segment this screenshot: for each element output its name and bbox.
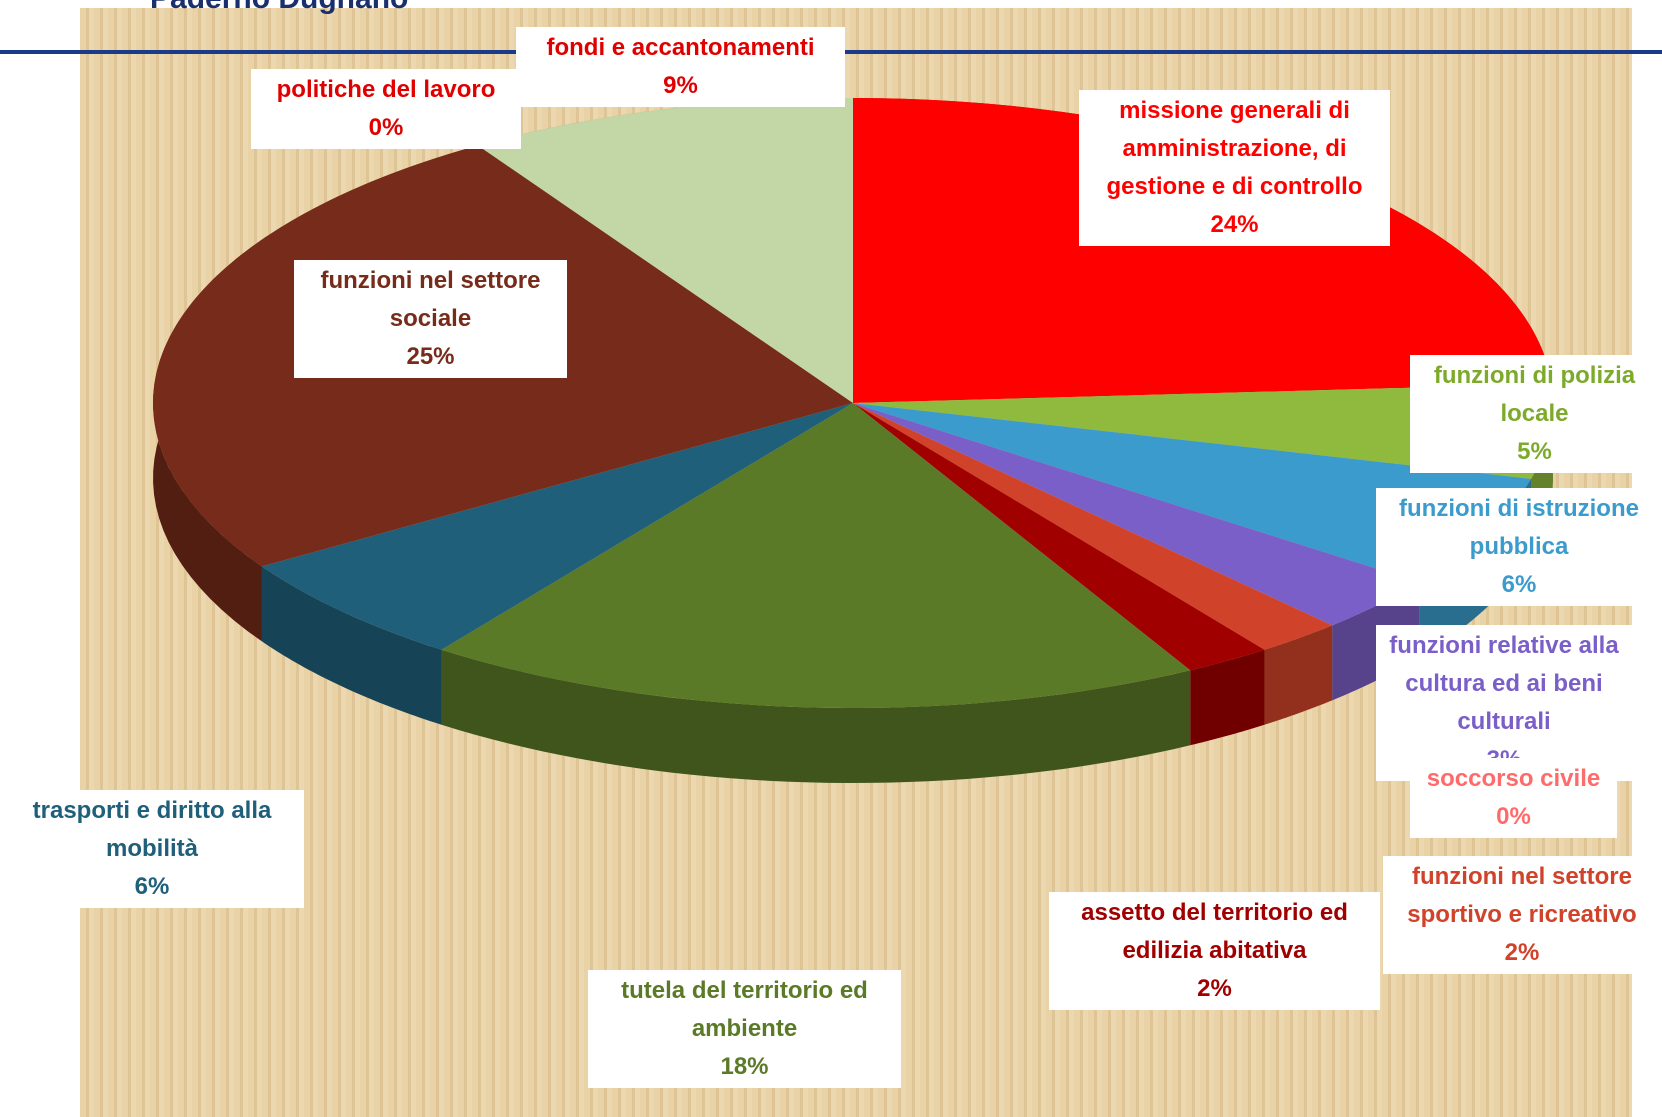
data-label: tutela del territorio ed ambiente 18% — [588, 970, 901, 1088]
slice — [261, 403, 853, 650]
slice — [853, 403, 1420, 626]
label-category: funzioni di polizia locale — [1433, 362, 1636, 427]
label-value: 9% — [663, 72, 698, 99]
label-value: 2% — [1504, 939, 1540, 966]
label-value: 18% — [720, 1053, 769, 1080]
slice — [477, 98, 853, 403]
label-value: 0% — [368, 114, 404, 141]
label-category: funzioni di istruzione pubblica — [1399, 495, 1639, 560]
data-label: soccorso civile 0% — [1410, 758, 1617, 838]
data-label: funzioni relative alla cultura ed ai ben… — [1376, 625, 1632, 781]
slice-side — [261, 566, 442, 725]
label-category: tutela del territorio ed ambiente — [621, 977, 868, 1042]
label-category: soccorso civile — [1426, 765, 1601, 792]
data-label: funzioni di polizia locale 5% — [1410, 355, 1659, 473]
data-label: funzioni nel settore sociale 25% — [294, 260, 567, 378]
data-label: politiche del lavoro 0% — [251, 69, 521, 149]
data-label: funzioni di istruzione pubblica 6% — [1376, 488, 1662, 606]
label-category: funzioni relative alla cultura ed ai ben… — [1389, 632, 1619, 735]
slice — [853, 403, 1265, 671]
slice — [853, 403, 1333, 650]
slice-side — [1190, 649, 1265, 746]
slice — [853, 383, 1553, 479]
slice-side — [1264, 625, 1333, 725]
slice-side — [1332, 582, 1420, 701]
label-value: 2% — [1197, 975, 1232, 1002]
label-category: trasporti e diritto alla mobilità — [32, 797, 272, 862]
label-value: 6% — [134, 873, 170, 900]
label-category: assetto del territorio ed edilizia abita… — [1081, 899, 1348, 964]
label-category: fondi e accantonamenti — [546, 34, 815, 61]
label-value: 6% — [1501, 571, 1537, 598]
data-label: trasporti e diritto alla mobilità 6% — [0, 790, 304, 908]
data-label: assetto del territorio ed edilizia abita… — [1049, 892, 1380, 1010]
data-label: funzioni nel settore sportivo e ricreati… — [1383, 856, 1661, 974]
label-value: 25% — [406, 343, 455, 370]
data-label: missione generali di amministrazione, di… — [1079, 90, 1390, 246]
label-value: 24% — [1210, 211, 1259, 238]
slice — [441, 403, 1191, 708]
slice — [853, 98, 1552, 403]
label-category: funzioni nel settore sportivo e ricreati… — [1407, 863, 1637, 928]
data-label: fondi e accantonamenti 9% — [516, 27, 845, 107]
label-value: 5% — [1517, 438, 1552, 465]
label-category: missione generali di amministrazione, di… — [1106, 97, 1363, 200]
header-title: Paderno Dugnano — [150, 0, 408, 16]
label-value: 0% — [1496, 803, 1531, 830]
slice-side — [441, 649, 1191, 783]
label-category: politiche del lavoro — [276, 76, 496, 103]
slice — [853, 403, 1532, 583]
label-category: funzioni nel settore sociale — [320, 267, 541, 332]
